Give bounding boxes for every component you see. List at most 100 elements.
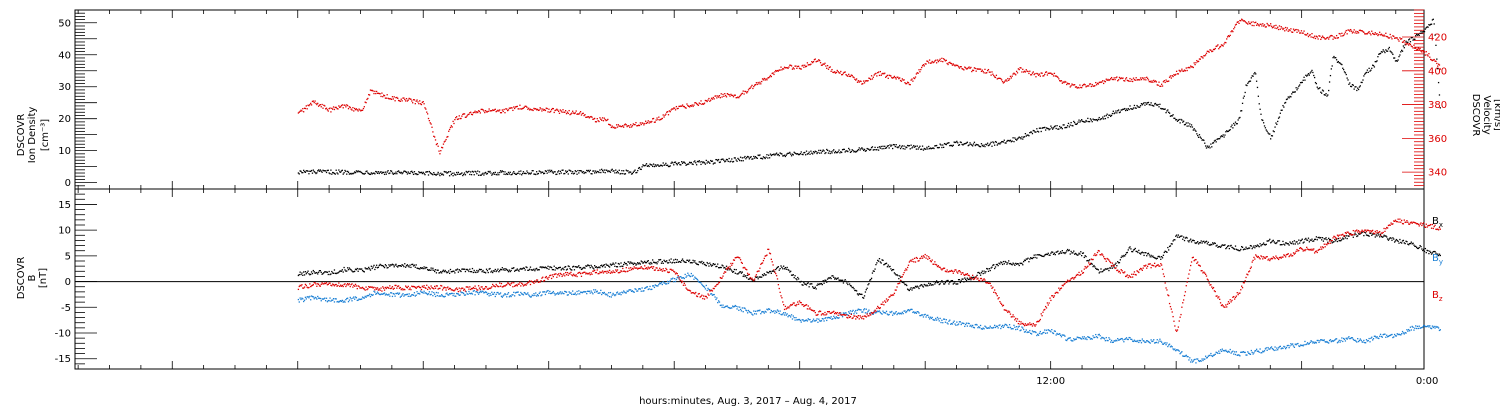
data-point [560,172,562,174]
data-point [433,172,435,174]
data-point [438,150,440,152]
data-point [487,110,489,112]
data-point [355,269,358,271]
data-point [690,161,692,164]
data-point [378,293,380,295]
data-point [369,295,372,298]
data-point [346,270,348,272]
data-point [1437,68,1439,70]
data-point [958,144,961,146]
data-point [506,296,508,298]
data-point [313,298,315,300]
data-point [560,269,562,271]
data-point [432,267,434,269]
data-point [448,130,450,132]
data-point [1270,138,1272,140]
data-point [853,151,855,153]
data-point [557,292,559,294]
data-point [512,172,514,174]
data-point [955,324,957,326]
data-point [1371,30,1373,32]
data-point [1280,109,1282,111]
data-point [397,170,400,172]
data-point [836,151,838,154]
data-point [597,266,599,269]
data-point [483,271,485,273]
data-point [801,153,803,155]
data-point [795,278,797,280]
data-point [338,271,340,273]
data-point [950,144,953,147]
data-point [412,173,415,176]
data-point [763,77,765,80]
data-point [1052,253,1055,255]
data-point [943,283,946,285]
data-point [589,169,591,172]
data-point [324,271,326,273]
data-point [830,277,832,280]
data-point [801,319,803,321]
data-point [871,78,874,80]
data-point [374,173,376,175]
data-point [1237,21,1239,23]
data-point [631,125,634,127]
data-point [1331,65,1333,67]
data-point [611,168,613,170]
data-point [1140,252,1143,254]
data-point [705,264,707,267]
data-point [390,292,393,294]
data-point [819,62,822,64]
data-point [945,319,947,321]
data-point [1281,243,1283,246]
data-point [1255,73,1257,75]
y-tick-label: 0 [65,277,71,288]
data-point [489,170,491,173]
data-point [875,263,877,266]
data-point [1087,117,1089,120]
data-point [507,109,510,111]
data-point [328,270,330,273]
data-point [620,172,622,175]
data-point [489,292,491,295]
data-point [651,120,653,123]
data-point [690,261,692,264]
data-point [960,280,962,282]
data-point [403,97,405,99]
data-point [947,142,949,144]
data-point [810,283,812,285]
data-point [1072,84,1074,86]
data-point [739,95,741,97]
data-point [390,170,392,172]
data-point [1249,244,1252,247]
data-point [543,172,546,174]
data-point [588,290,591,292]
data-point [449,170,452,173]
data-point [379,93,381,95]
data-point [611,263,613,266]
data-point [470,293,472,295]
data-point [302,171,304,174]
data-point [737,273,739,275]
data-point [609,124,612,126]
data-point [1357,233,1360,235]
data-point [1387,37,1390,39]
data-point [464,116,467,118]
data-point [806,62,809,64]
data-point [326,109,329,111]
data-point [432,295,434,297]
data-point [579,291,582,293]
data-point [491,110,493,112]
data-point [806,282,809,285]
data-point [820,64,823,66]
data-point [1266,130,1268,132]
data-point [938,146,940,149]
data-point [889,265,891,268]
data-point [1037,73,1039,75]
data-point [733,157,736,159]
data-point [400,295,402,297]
data-point [1041,127,1043,129]
data-point [1371,67,1373,69]
data-point [703,261,705,264]
data-point [1055,251,1057,253]
data-point [680,276,682,278]
